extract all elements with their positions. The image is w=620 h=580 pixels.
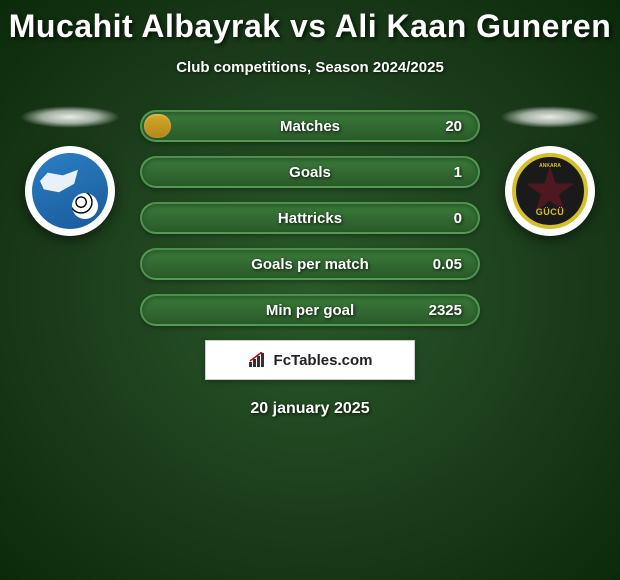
fctables-logo[interactable]: FcTables.com bbox=[205, 340, 415, 380]
logo-text: FcTables.com bbox=[274, 352, 373, 369]
subtitle: Club competitions, Season 2024/2025 bbox=[0, 59, 620, 76]
comparison-card: Mucahit Albayrak vs Ali Kaan Guneren Clu… bbox=[0, 0, 620, 418]
team-badge-right: ANKARA GÜCÜ bbox=[505, 146, 595, 236]
date-label: 20 january 2025 bbox=[0, 400, 620, 418]
stat-value-right: 0 bbox=[454, 210, 462, 227]
stat-label: Min per goal bbox=[266, 302, 354, 319]
stat-value-right: 20 bbox=[445, 118, 462, 135]
left-column bbox=[10, 106, 130, 236]
stats-column: Matches 20 Goals 1 Hattricks 0 Goals per match… bbox=[130, 106, 490, 326]
stat-bar: Goals per match 0.05 bbox=[140, 248, 480, 280]
stat-bar: Matches 20 bbox=[140, 110, 480, 142]
team-badge-left bbox=[25, 146, 115, 236]
stat-label: Hattricks bbox=[278, 210, 342, 227]
stat-bar: Min per goal 2325 bbox=[140, 294, 480, 326]
right-column: ANKARA GÜCÜ bbox=[490, 106, 610, 236]
stat-value-right: 2325 bbox=[429, 302, 462, 319]
ankaragucu-crest-icon: ANKARA GÜCÜ bbox=[512, 153, 588, 229]
stat-value-right: 0.05 bbox=[433, 256, 462, 273]
player-shadow-left bbox=[20, 106, 120, 128]
bar-chart-icon bbox=[248, 352, 268, 368]
page-title: Mucahit Albayrak vs Ali Kaan Guneren bbox=[0, 8, 620, 45]
stat-value-right: 1 bbox=[454, 164, 462, 181]
crest-top-text: ANKARA bbox=[539, 163, 561, 169]
stat-bar: Hattricks 0 bbox=[140, 202, 480, 234]
crest-bottom-text: GÜCÜ bbox=[536, 207, 565, 217]
stat-label: Matches bbox=[280, 118, 340, 135]
stat-bar: Goals 1 bbox=[140, 156, 480, 188]
stat-label: Goals bbox=[289, 164, 331, 181]
erzurumspor-crest-icon bbox=[32, 153, 108, 229]
stat-label: Goals per match bbox=[251, 256, 369, 273]
player-shadow-right bbox=[500, 106, 600, 128]
main-row: Matches 20 Goals 1 Hattricks 0 Goals per match… bbox=[0, 106, 620, 326]
